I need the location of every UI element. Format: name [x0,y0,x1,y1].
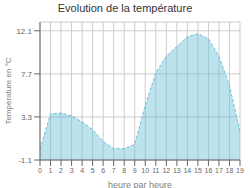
svg-text:6: 6 [101,167,105,174]
svg-text:13: 13 [173,167,181,174]
svg-text:5: 5 [91,167,95,174]
html-text:Evolution de la température: Evolution de la température [57,2,193,14]
svg-text:12: 12 [162,167,170,174]
svg-text:1: 1 [49,167,53,174]
svg-text:12.1: 12.1 [16,27,32,36]
svg-text:10: 10 [141,167,149,174]
svg-text:16: 16 [205,167,213,174]
svg-text:11: 11 [152,167,159,174]
svg-text:18: 18 [226,167,234,174]
svg-text:-1.1: -1.1 [18,156,32,165]
svg-text:Température en °C: Température en °C [8,57,13,124]
svg-text:3: 3 [70,167,74,174]
svg-text:2: 2 [59,167,63,174]
svg-text:15: 15 [194,167,202,174]
svg-text:0: 0 [38,167,42,174]
svg-text:4: 4 [80,167,84,174]
svg-text:7: 7 [112,167,116,174]
svg-text:14: 14 [183,167,191,174]
svg-text:9: 9 [133,167,137,174]
svg-text:19: 19 [236,167,242,174]
svg-text:3.3: 3.3 [21,113,33,122]
svg-text:heure par heure: heure par heure [108,180,172,188]
svg-text:8: 8 [122,167,126,174]
svg-text:17: 17 [215,167,223,174]
svg-text:7.7: 7.7 [21,70,33,79]
